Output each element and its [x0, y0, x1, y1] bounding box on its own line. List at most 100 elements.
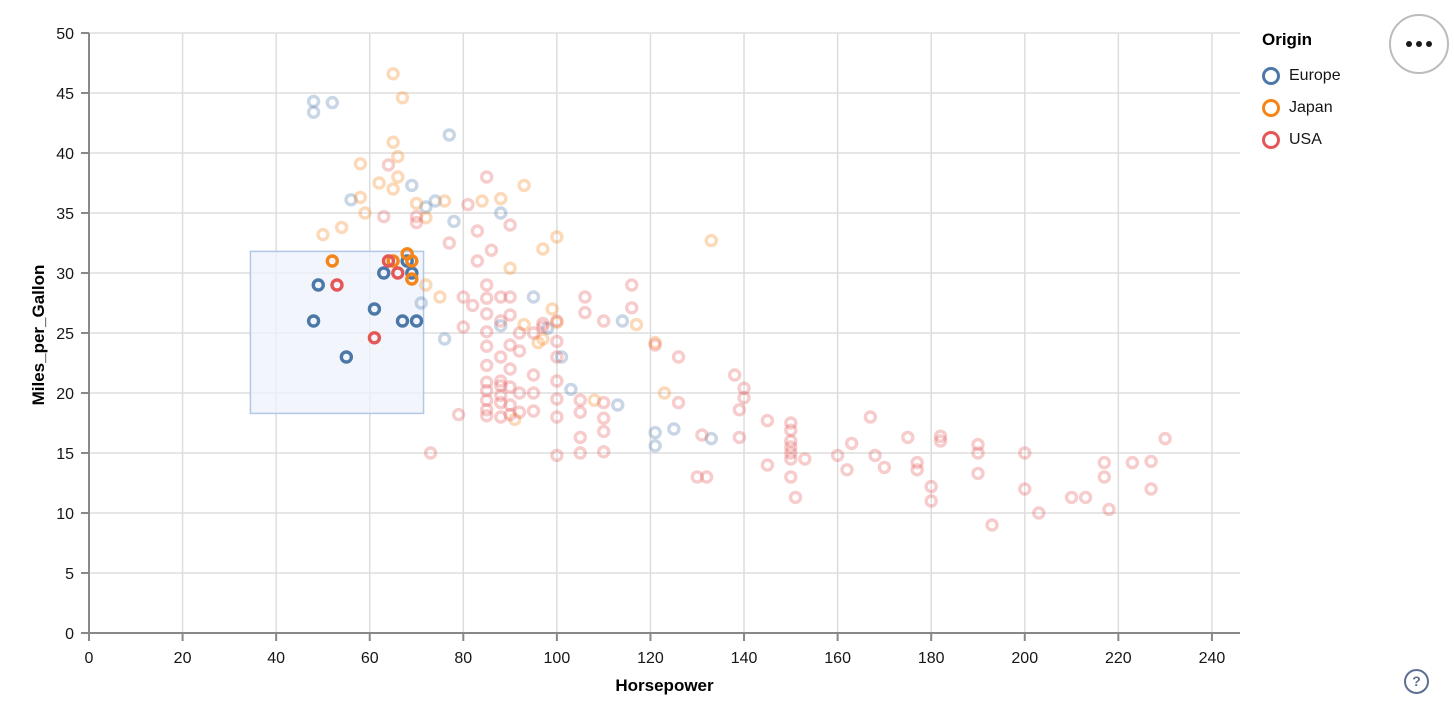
- data-point: [877, 460, 892, 475]
- data-point: [526, 290, 541, 304]
- x-tick-label: 120: [637, 650, 664, 667]
- data-point: [480, 409, 494, 423]
- data-point: [550, 315, 564, 329]
- data-point: [1158, 431, 1172, 446]
- data-point: [330, 278, 344, 292]
- data-point: [433, 290, 447, 304]
- legend-item-usa: USA: [1262, 124, 1341, 156]
- data-point: [545, 302, 559, 316]
- data-point: [480, 170, 494, 184]
- data-point: [611, 398, 625, 412]
- data-point: [480, 375, 494, 389]
- selection-brush[interactable]: [249, 250, 425, 415]
- data-point: [596, 411, 611, 425]
- data-point: [494, 395, 508, 410]
- data-point: [494, 379, 508, 393]
- data-point: [901, 430, 915, 445]
- data-point: [540, 321, 555, 335]
- data-point: [409, 209, 424, 224]
- data-point: [578, 305, 592, 320]
- data-point: [437, 332, 452, 346]
- data-point: [325, 254, 340, 268]
- data-point: [554, 350, 569, 364]
- data-point: [316, 227, 330, 242]
- data-point: [784, 452, 798, 466]
- data-point: [325, 95, 340, 110]
- data-point: [596, 395, 611, 410]
- data-point: [573, 430, 587, 445]
- data-point: [517, 178, 531, 193]
- data-point: [526, 404, 541, 418]
- y-tick-label: 5: [65, 566, 74, 583]
- data-point: [1018, 482, 1032, 496]
- help-button[interactable]: ?: [1404, 669, 1429, 694]
- data-point: [470, 224, 485, 238]
- data-point: [550, 350, 564, 364]
- data-point: [494, 206, 508, 220]
- data-point: [732, 403, 747, 417]
- x-tick-label: 40: [267, 650, 285, 667]
- data-point: [494, 314, 508, 328]
- data-point: [517, 317, 531, 332]
- data-point: [784, 416, 798, 430]
- legend-label: USA: [1289, 131, 1322, 148]
- data-point: [840, 463, 854, 477]
- data-point: [306, 314, 321, 328]
- x-tick-label: 160: [824, 650, 851, 667]
- data-point: [760, 413, 775, 428]
- x-tick-label: 100: [544, 650, 571, 667]
- data-point: [550, 448, 564, 463]
- data-point: [657, 386, 672, 400]
- data-point: [699, 470, 714, 484]
- data-point: [596, 314, 611, 328]
- data-point: [372, 176, 386, 190]
- data-point: [667, 422, 681, 436]
- data-point: [503, 261, 517, 275]
- data-point: [409, 314, 424, 328]
- data-point: [512, 386, 527, 400]
- data-point: [1078, 490, 1093, 505]
- data-point: [503, 218, 517, 232]
- data-point: [737, 391, 751, 405]
- data-point: [844, 436, 859, 451]
- data-point: [381, 254, 396, 268]
- data-point: [494, 191, 508, 206]
- data-point: [480, 278, 494, 292]
- data-point: [367, 302, 382, 316]
- data-point: [550, 334, 564, 349]
- data-point: [587, 393, 602, 407]
- data-point: [784, 446, 798, 460]
- data-point: [381, 158, 396, 172]
- data-point: [405, 178, 419, 193]
- data-point: [367, 331, 382, 345]
- data-point: [550, 230, 564, 244]
- x-tick-label: 20: [174, 650, 192, 667]
- actions-menu-button[interactable]: [1389, 14, 1449, 74]
- x-tick-label: 220: [1105, 650, 1132, 667]
- data-point: [428, 194, 442, 208]
- data-point: [737, 381, 751, 395]
- data-point: [447, 214, 461, 229]
- data-point: [1125, 455, 1140, 470]
- y-tick-label: 0: [65, 626, 74, 643]
- y-tick-label: 25: [56, 326, 74, 343]
- europe-circle-icon: [1262, 67, 1280, 85]
- data-point: [503, 290, 517, 304]
- data-point: [1144, 454, 1158, 469]
- data-point: [536, 316, 550, 331]
- data-point: [353, 157, 368, 171]
- data-point: [784, 440, 798, 454]
- data-point: [419, 211, 433, 225]
- usa-circle-icon: [1262, 131, 1280, 149]
- data-point: [1064, 490, 1079, 505]
- data-point: [480, 291, 494, 305]
- data-point: [353, 190, 368, 205]
- x-axis-title: Horsepower: [615, 676, 714, 695]
- data-point: [648, 425, 662, 440]
- data-point: [494, 410, 508, 424]
- axes: 0 20 40 60 80 100 120 140 160 180 200 220 240 0 5 10 15 2…: [56, 26, 1240, 667]
- data-point: [480, 358, 494, 373]
- data-point: [671, 350, 686, 364]
- data-point: [830, 448, 845, 463]
